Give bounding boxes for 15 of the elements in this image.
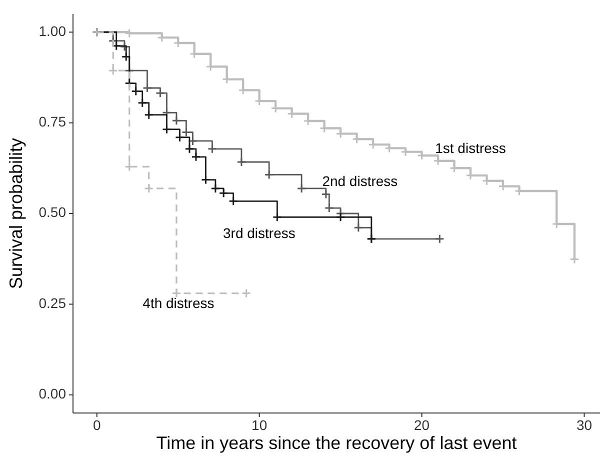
y-axis-title: Survival probability	[6, 138, 26, 290]
x-tick-label: 10	[252, 417, 268, 433]
x-axis-title: Time in years since the recovery of last event	[156, 433, 517, 453]
y-tick-label: 0.50	[38, 204, 66, 220]
series-label: 4th distress	[142, 295, 214, 312]
x-tick-label: 30	[576, 417, 592, 433]
y-tick-label: 0.25	[38, 294, 66, 311]
series-label: 1st distress	[435, 140, 506, 156]
y-tick-label: 1.00	[38, 22, 66, 39]
y-tick-label: 0.00	[38, 386, 66, 402]
x-tick-label: 20	[414, 417, 430, 433]
series-label: 3rd distress	[223, 224, 296, 241]
series-label: 2nd distress	[322, 172, 398, 189]
y-tick-label: 0.75	[38, 114, 66, 130]
x-tick-label: 0	[92, 417, 101, 433]
